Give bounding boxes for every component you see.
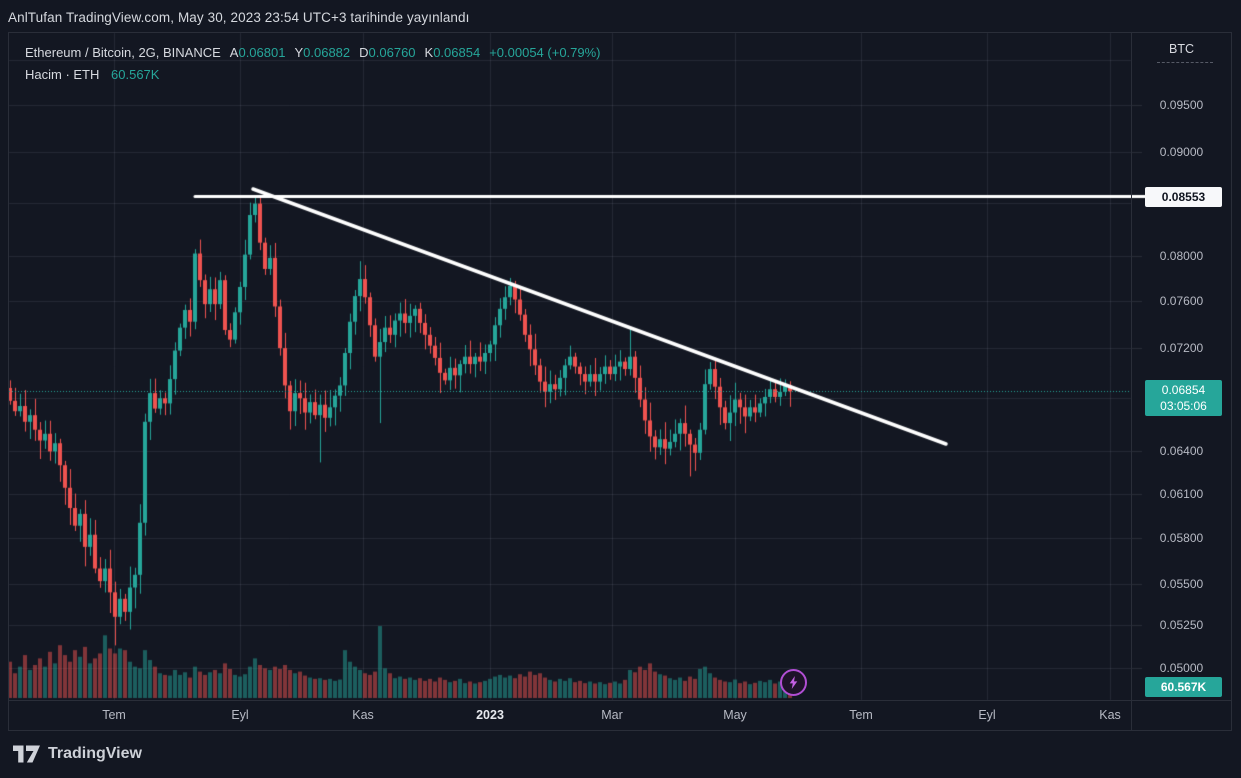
price-tick-label: 0.05500 <box>1159 577 1204 591</box>
price-tick-label: 0.07600 <box>1159 294 1204 308</box>
tradingview-logo-icon <box>13 745 40 763</box>
price-tick-label: 0.07200 <box>1159 341 1204 355</box>
ohlc-value: 0.06854 <box>433 45 481 60</box>
price-tick-label: 0.05250 <box>1159 618 1204 632</box>
time-tick-label: Tem <box>849 708 873 722</box>
price-tick-label: 0.09500 <box>1159 98 1204 112</box>
last-price-label: 0.06854 03:05:06 <box>1145 380 1222 416</box>
ohlc-key: D <box>359 45 369 60</box>
chart-legend: Ethereum / Bitcoin, 2G, BINANCE A0.06801 Y… <box>25 45 601 82</box>
time-tick-label: Kas <box>352 708 374 722</box>
lightning-icon <box>789 676 798 689</box>
time-tick-label: Mar <box>601 708 623 722</box>
resistance-price-label: 0.08553 <box>1145 187 1222 207</box>
change-value: +0.00054 (+0.79%) <box>489 45 601 60</box>
time-axis-separator <box>8 700 1232 701</box>
price-tick-label: 0.06100 <box>1159 487 1204 501</box>
price-axis-unit: BTC <box>1169 42 1194 56</box>
price-tick-label: 0.05000 <box>1159 661 1204 675</box>
volume-row-label[interactable]: Hacim · ETH <box>25 67 100 82</box>
last-price-value: 0.06854 <box>1161 383 1206 397</box>
ohlc-key: A <box>229 45 239 60</box>
time-tick-label: Kas <box>1099 708 1121 722</box>
symbol-title[interactable]: Ethereum / Bitcoin, 2G, BINANCE <box>25 45 221 60</box>
ohlc-key: K <box>424 45 434 60</box>
price-axis[interactable]: BTC 0.08553 0.06854 03:05:06 60.567K 0.0… <box>1132 32 1231 700</box>
price-axis-dashed-line <box>1157 62 1213 63</box>
tradingview-logo[interactable]: TradingView <box>13 744 142 764</box>
volume-axis-label: 60.567K <box>1145 677 1222 697</box>
ohlc-key: Y <box>294 45 304 60</box>
ohlc-value: 0.06760 <box>368 45 416 60</box>
price-axis-separator <box>1131 32 1132 731</box>
tradingview-logo-text: TradingView <box>48 745 142 762</box>
lightning-badge[interactable] <box>780 669 807 696</box>
price-tick-label: 0.05800 <box>1159 531 1204 545</box>
price-tick-label: 0.06400 <box>1159 444 1204 458</box>
bar-countdown: 03:05:06 <box>1160 399 1207 413</box>
ohlc-value: 0.06882 <box>303 45 351 60</box>
time-tick-label: Eyl <box>231 708 249 722</box>
time-tick-label: Eyl <box>978 708 996 722</box>
volume-row-value: 60.567K <box>111 67 160 82</box>
price-tick-label: 0.08000 <box>1159 249 1204 263</box>
time-tick-label: Tem <box>102 708 126 722</box>
ohlc-value: 0.06801 <box>238 45 286 60</box>
time-tick-label: May <box>723 708 747 722</box>
price-tick-label: 0.09000 <box>1159 145 1204 159</box>
time-axis[interactable]: Tem Eyl Kas 2023 Mar May Tem Eyl Kas <box>8 700 1131 730</box>
time-tick-label: 2023 <box>476 708 504 722</box>
